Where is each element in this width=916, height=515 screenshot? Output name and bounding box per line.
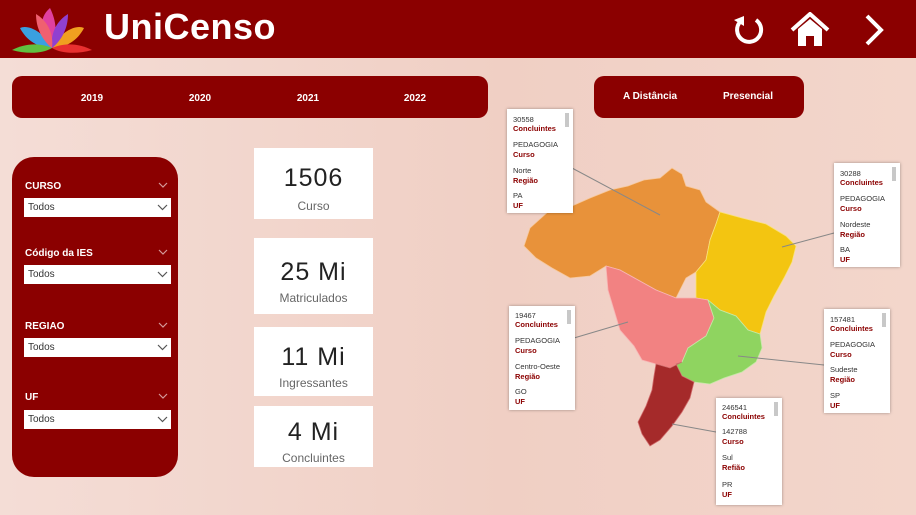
chevron-down-icon bbox=[157, 204, 168, 211]
tooltip-centro-oeste: 19467 Concluintes PEDAGOGIA Curso Centro… bbox=[509, 306, 575, 410]
year-button-2022[interactable]: 2022 bbox=[403, 93, 427, 104]
tooltip-value: Norte bbox=[513, 166, 532, 175]
chevron-down-icon[interactable] bbox=[158, 321, 168, 329]
kpi-value: 1506 bbox=[283, 164, 344, 192]
tooltip-key: Curso bbox=[830, 350, 852, 359]
chevron-down-icon bbox=[157, 271, 168, 278]
tooltip-key: UF bbox=[840, 255, 850, 264]
filter-label-uf: UF bbox=[25, 392, 39, 403]
tooltip-key: UF bbox=[515, 397, 525, 406]
kpi-label: Matriculados bbox=[279, 291, 348, 305]
tooltip-value: BA bbox=[840, 245, 851, 254]
home-icon[interactable] bbox=[790, 12, 830, 48]
lotus-logo-icon bbox=[12, 8, 92, 53]
filter-label-ies: Código da IES bbox=[25, 248, 93, 259]
ies-dropdown-value: Todos bbox=[28, 269, 55, 280]
refresh-icon[interactable] bbox=[728, 12, 768, 48]
tooltip-sul: 246541 Concluintes 142788 Curso Sul Refi… bbox=[716, 398, 782, 505]
year-button-2019[interactable]: 2019 bbox=[80, 93, 104, 104]
curso-dropdown-value: Todos bbox=[28, 202, 55, 213]
tooltip-norte: 30558 Concluintes PEDAGOGIA Curso Norte … bbox=[507, 109, 573, 213]
tooltip-sudeste: 157481 Concluintes PEDAGOGIA Curso Sudes… bbox=[824, 309, 890, 413]
regiao-dropdown[interactable]: Todos bbox=[24, 338, 171, 357]
kpi-card-curso: 1506 Curso bbox=[254, 148, 373, 219]
tooltip-key: UF bbox=[513, 201, 523, 210]
tooltip-value: SP bbox=[830, 391, 841, 400]
tooltip-value: PR bbox=[722, 480, 733, 489]
kpi-card-ingressantes: 11 Mi Ingressantes bbox=[254, 327, 373, 396]
tooltip-key: Concluintes bbox=[513, 124, 556, 133]
kpi-value: 25 Mi bbox=[280, 258, 347, 286]
chevron-down-icon bbox=[157, 344, 168, 351]
tooltip-value: 30558 bbox=[513, 115, 534, 124]
mode-button-presencial[interactable]: Presencial bbox=[722, 91, 774, 102]
app-title: UniCenso bbox=[104, 6, 277, 47]
tooltip-value: Sul bbox=[722, 453, 733, 462]
tooltip-nordeste: 30288 Concluintes PEDAGOGIA Curso Nordes… bbox=[834, 163, 900, 267]
tooltip-value: 157481 bbox=[830, 315, 856, 324]
kpi-value: 4 Mi bbox=[287, 418, 340, 446]
tooltip-key: Concluintes bbox=[515, 320, 558, 329]
tooltip-value: PEDAGOGIA bbox=[513, 140, 559, 149]
top-bar: UniCenso bbox=[0, 0, 916, 58]
tooltip-key: Curso bbox=[840, 204, 862, 213]
tooltip-key: Região bbox=[513, 176, 539, 185]
tooltip-value: PEDAGOGIA bbox=[515, 336, 561, 345]
tooltip-value: 19467 bbox=[515, 311, 536, 320]
tooltip-value: PEDAGOGIA bbox=[840, 194, 886, 203]
chevron-down-icon[interactable] bbox=[158, 181, 168, 189]
year-button-2021[interactable]: 2021 bbox=[296, 93, 320, 104]
kpi-card-matriculados: 25 Mi Matriculados bbox=[254, 238, 373, 314]
tooltip-key: Concluintes bbox=[722, 412, 765, 421]
brazil-region-map[interactable] bbox=[510, 150, 800, 460]
tooltip-key: Curso bbox=[722, 437, 744, 446]
tooltip-value: Sudeste bbox=[830, 365, 858, 374]
kpi-card-concluintes: 4 Mi Concluintes bbox=[254, 406, 373, 467]
uf-dropdown-value: Todos bbox=[28, 414, 55, 425]
tooltip-key: Curso bbox=[513, 150, 535, 159]
tooltip-value: 246541 bbox=[722, 403, 748, 412]
tooltip-key: Refião bbox=[722, 463, 745, 472]
tooltip-value: 30288 bbox=[840, 169, 861, 178]
regiao-dropdown-value: Todos bbox=[28, 342, 55, 353]
tooltip-key: UF bbox=[722, 490, 732, 499]
tooltip-scrollbar[interactable] bbox=[892, 167, 896, 181]
uf-dropdown[interactable]: Todos bbox=[24, 410, 171, 429]
tooltip-scrollbar[interactable] bbox=[882, 313, 886, 327]
filter-label-curso: CURSO bbox=[25, 181, 62, 192]
filter-panel: CURSO Todos Código da IES Todos REGIAO T… bbox=[12, 157, 178, 477]
kpi-label: Curso bbox=[297, 199, 330, 213]
tooltip-key: UF bbox=[830, 401, 840, 410]
tooltip-scrollbar[interactable] bbox=[774, 402, 778, 416]
tooltip-scrollbar[interactable] bbox=[567, 310, 571, 324]
tooltip-key: Região bbox=[840, 230, 866, 239]
chevron-down-icon bbox=[157, 416, 168, 423]
tooltip-value: PA bbox=[513, 191, 523, 200]
chevron-down-icon[interactable] bbox=[158, 248, 168, 256]
tooltip-key: Curso bbox=[515, 346, 537, 355]
curso-dropdown[interactable]: Todos bbox=[24, 198, 171, 217]
chevron-down-icon[interactable] bbox=[158, 392, 168, 400]
tooltip-value: Nordeste bbox=[840, 220, 871, 229]
kpi-label: Concluintes bbox=[282, 451, 345, 465]
tooltip-key: Concluintes bbox=[830, 324, 873, 333]
year-button-2020[interactable]: 2020 bbox=[188, 93, 212, 104]
tooltip-key: Região bbox=[830, 375, 856, 384]
tooltip-value: PEDAGOGIA bbox=[830, 340, 876, 349]
mode-button-distancia[interactable]: A Distância bbox=[622, 91, 678, 102]
tooltip-value: GO bbox=[515, 387, 527, 396]
tooltip-key: Região bbox=[515, 372, 541, 381]
kpi-label: Ingressantes bbox=[279, 376, 348, 390]
ies-dropdown[interactable]: Todos bbox=[24, 265, 171, 284]
tooltip-scrollbar[interactable] bbox=[565, 113, 569, 127]
tooltip-value: 142788 bbox=[722, 427, 748, 436]
tooltip-key: Concluintes bbox=[840, 178, 883, 187]
mode-slicer: A Distância Presencial bbox=[594, 76, 804, 118]
tooltip-value: Centro-Oeste bbox=[515, 362, 561, 371]
filter-label-regiao: REGIAO bbox=[25, 321, 65, 332]
year-slicer: 2019 2020 2021 2022 bbox=[12, 76, 488, 118]
kpi-value: 11 Mi bbox=[281, 343, 346, 371]
chevron-right-icon[interactable] bbox=[855, 12, 895, 48]
